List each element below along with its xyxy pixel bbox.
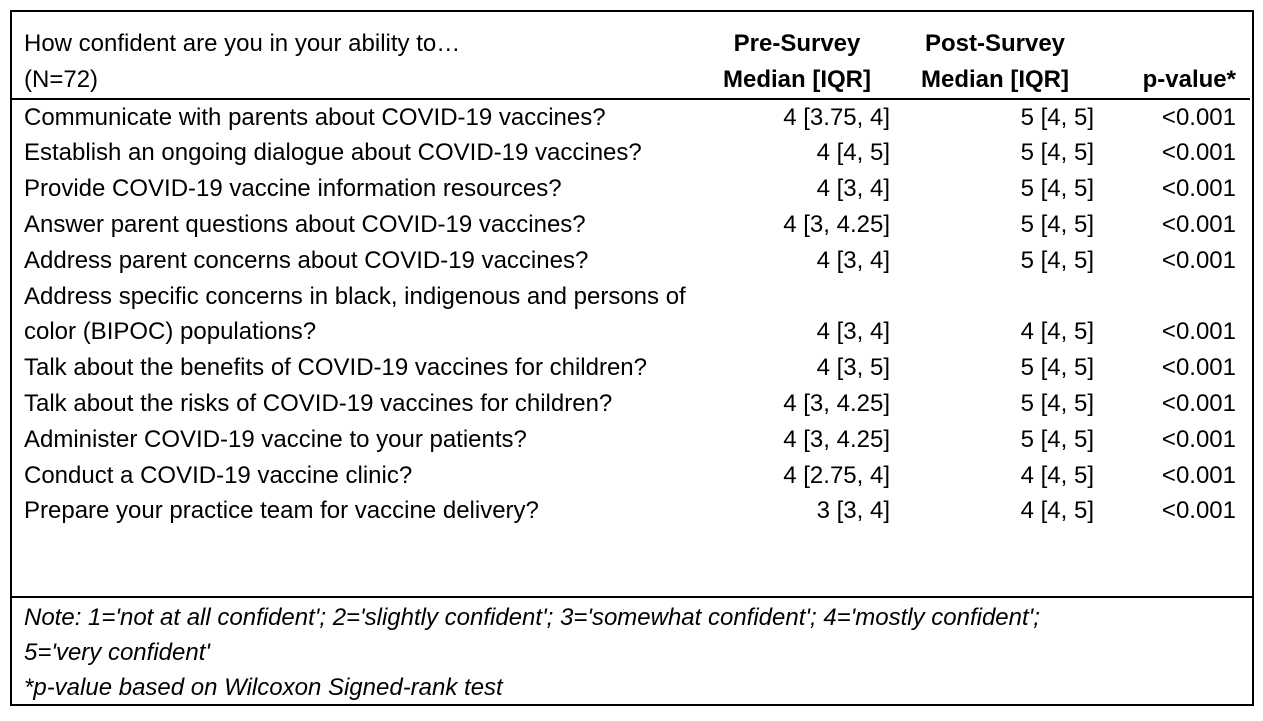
question-cell: Address specific concerns in black, indi… xyxy=(24,282,686,346)
pre-survey-cell: 4 [3, 5] xyxy=(816,354,890,382)
pre-survey-cell: 4 [2.75, 4] xyxy=(783,461,890,489)
question-cell: Answer parent questions about COVID-19 v… xyxy=(24,210,586,238)
pre-survey-column-header: Pre-Survey Median [IQR] xyxy=(702,26,892,99)
pre-survey-cell: 4 [3, 4.25] xyxy=(783,210,890,238)
note-line-3: *p-value based on Wilcoxon Signed-rank t… xyxy=(24,674,503,701)
p-value-cell: <0.001 xyxy=(1161,318,1236,346)
question-cell: Conduct a COVID-19 vaccine clinic? xyxy=(24,461,413,489)
pre-header-line2: Median [IQR] xyxy=(723,65,871,93)
p-value-cell: <0.001 xyxy=(1161,175,1236,203)
table-body: Communicate with parents about COVID-19 … xyxy=(12,99,1250,530)
table-row: Communicate with parents about COVID-19 … xyxy=(12,99,1250,136)
pre-survey-cell: 4 [3, 4] xyxy=(816,246,890,274)
p-value-cell: <0.001 xyxy=(1161,354,1236,382)
table-header-row: How confident are you in your ability to… xyxy=(12,26,1250,99)
post-survey-cell: 5 [4, 5] xyxy=(1020,246,1094,274)
post-survey-cell: 5 [4, 5] xyxy=(1020,210,1094,238)
question-cell: Provide COVID-19 vaccine information res… xyxy=(24,175,562,203)
question-cell: Communicate with parents about COVID-19 … xyxy=(24,103,606,131)
note-line-1: Note: 1='not at all confident'; 2='sligh… xyxy=(24,604,1040,631)
question-column-header: How confident are you in your ability to… xyxy=(12,26,702,99)
table-row: Conduct a COVID-19 vaccine clinic? 4 [2.7… xyxy=(12,458,1250,494)
table-row: Talk about the benefits of COVID-19 vacc… xyxy=(12,350,1250,386)
pre-header-line1: Pre-Survey xyxy=(733,30,861,57)
question-cell: Talk about the risks of COVID-19 vaccine… xyxy=(24,389,613,417)
post-survey-cell: 4 [4, 5] xyxy=(1020,318,1094,346)
question-cell: Administer COVID-19 vaccine to your pati… xyxy=(24,425,527,453)
post-survey-cell: 5 [4, 5] xyxy=(1020,139,1094,167)
table-frame xyxy=(10,10,1254,706)
question-cell: Establish an ongoing dialogue about COVI… xyxy=(24,139,642,167)
table-row: Talk about the risks of COVID-19 vaccine… xyxy=(12,386,1250,422)
post-header-line1: Post-Survey xyxy=(924,30,1066,57)
confidence-table: How confident are you in your ability to… xyxy=(12,26,1250,529)
post-survey-cell: 5 [4, 5] xyxy=(1020,175,1094,203)
post-survey-cell: 5 [4, 5] xyxy=(1020,425,1094,453)
pre-survey-cell: 3 [3, 4] xyxy=(816,497,890,525)
post-survey-cell: 5 [4, 5] xyxy=(1020,354,1094,382)
p-value-cell: <0.001 xyxy=(1161,425,1236,453)
table-note: Note: 1='not at all confident'; 2='sligh… xyxy=(24,600,1244,705)
p-value-cell: <0.001 xyxy=(1161,389,1236,417)
pre-survey-cell: 4 [3, 4.25] xyxy=(783,389,890,417)
question-header-line2: (N=72) xyxy=(24,65,99,93)
p-value-column-header: p-value* xyxy=(1142,65,1236,93)
note-divider xyxy=(10,596,1254,598)
note-line-2: 5='very confident' xyxy=(24,639,210,666)
table-row: Address specific concerns in black, indi… xyxy=(12,279,1250,351)
table-row: Administer COVID-19 vaccine to your pati… xyxy=(12,422,1250,458)
post-survey-cell: 5 [4, 5] xyxy=(1020,389,1094,417)
post-survey-cell: 5 [4, 5] xyxy=(1020,103,1094,131)
post-header-line2: Median [IQR] xyxy=(921,65,1069,93)
table-row: Address parent concerns about COVID-19 v… xyxy=(12,243,1250,279)
post-survey-cell: 4 [4, 5] xyxy=(1020,497,1094,525)
pre-survey-cell: 4 [3, 4] xyxy=(816,318,890,346)
p-value-cell: <0.001 xyxy=(1161,139,1236,167)
question-cell: Talk about the benefits of COVID-19 vacc… xyxy=(24,354,647,382)
p-value-cell: <0.001 xyxy=(1161,210,1236,238)
p-value-cell: <0.001 xyxy=(1161,246,1236,274)
post-survey-cell: 4 [4, 5] xyxy=(1020,461,1094,489)
pre-survey-cell: 4 [3, 4.25] xyxy=(783,425,890,453)
pre-survey-cell: 4 [3.75, 4] xyxy=(783,103,890,131)
p-value-cell: <0.001 xyxy=(1161,497,1236,525)
table-row: Answer parent questions about COVID-19 v… xyxy=(12,207,1250,243)
pre-survey-cell: 4 [4, 5] xyxy=(816,139,890,167)
pre-survey-cell: 4 [3, 4] xyxy=(816,175,890,203)
table-row: Provide COVID-19 vaccine information res… xyxy=(12,171,1250,207)
table-row: Prepare your practice team for vaccine d… xyxy=(12,493,1250,529)
p-value-cell: <0.001 xyxy=(1161,103,1236,131)
p-value-cell: <0.001 xyxy=(1161,461,1236,489)
table-row: Establish an ongoing dialogue about COVI… xyxy=(12,135,1250,171)
question-cell: Address parent concerns about COVID-19 v… xyxy=(24,246,589,274)
post-survey-column-header: Post-Survey Median [IQR] xyxy=(892,26,1098,99)
question-cell: Prepare your practice team for vaccine d… xyxy=(24,497,539,525)
question-header-line1: How confident are you in your ability to… xyxy=(24,30,461,57)
